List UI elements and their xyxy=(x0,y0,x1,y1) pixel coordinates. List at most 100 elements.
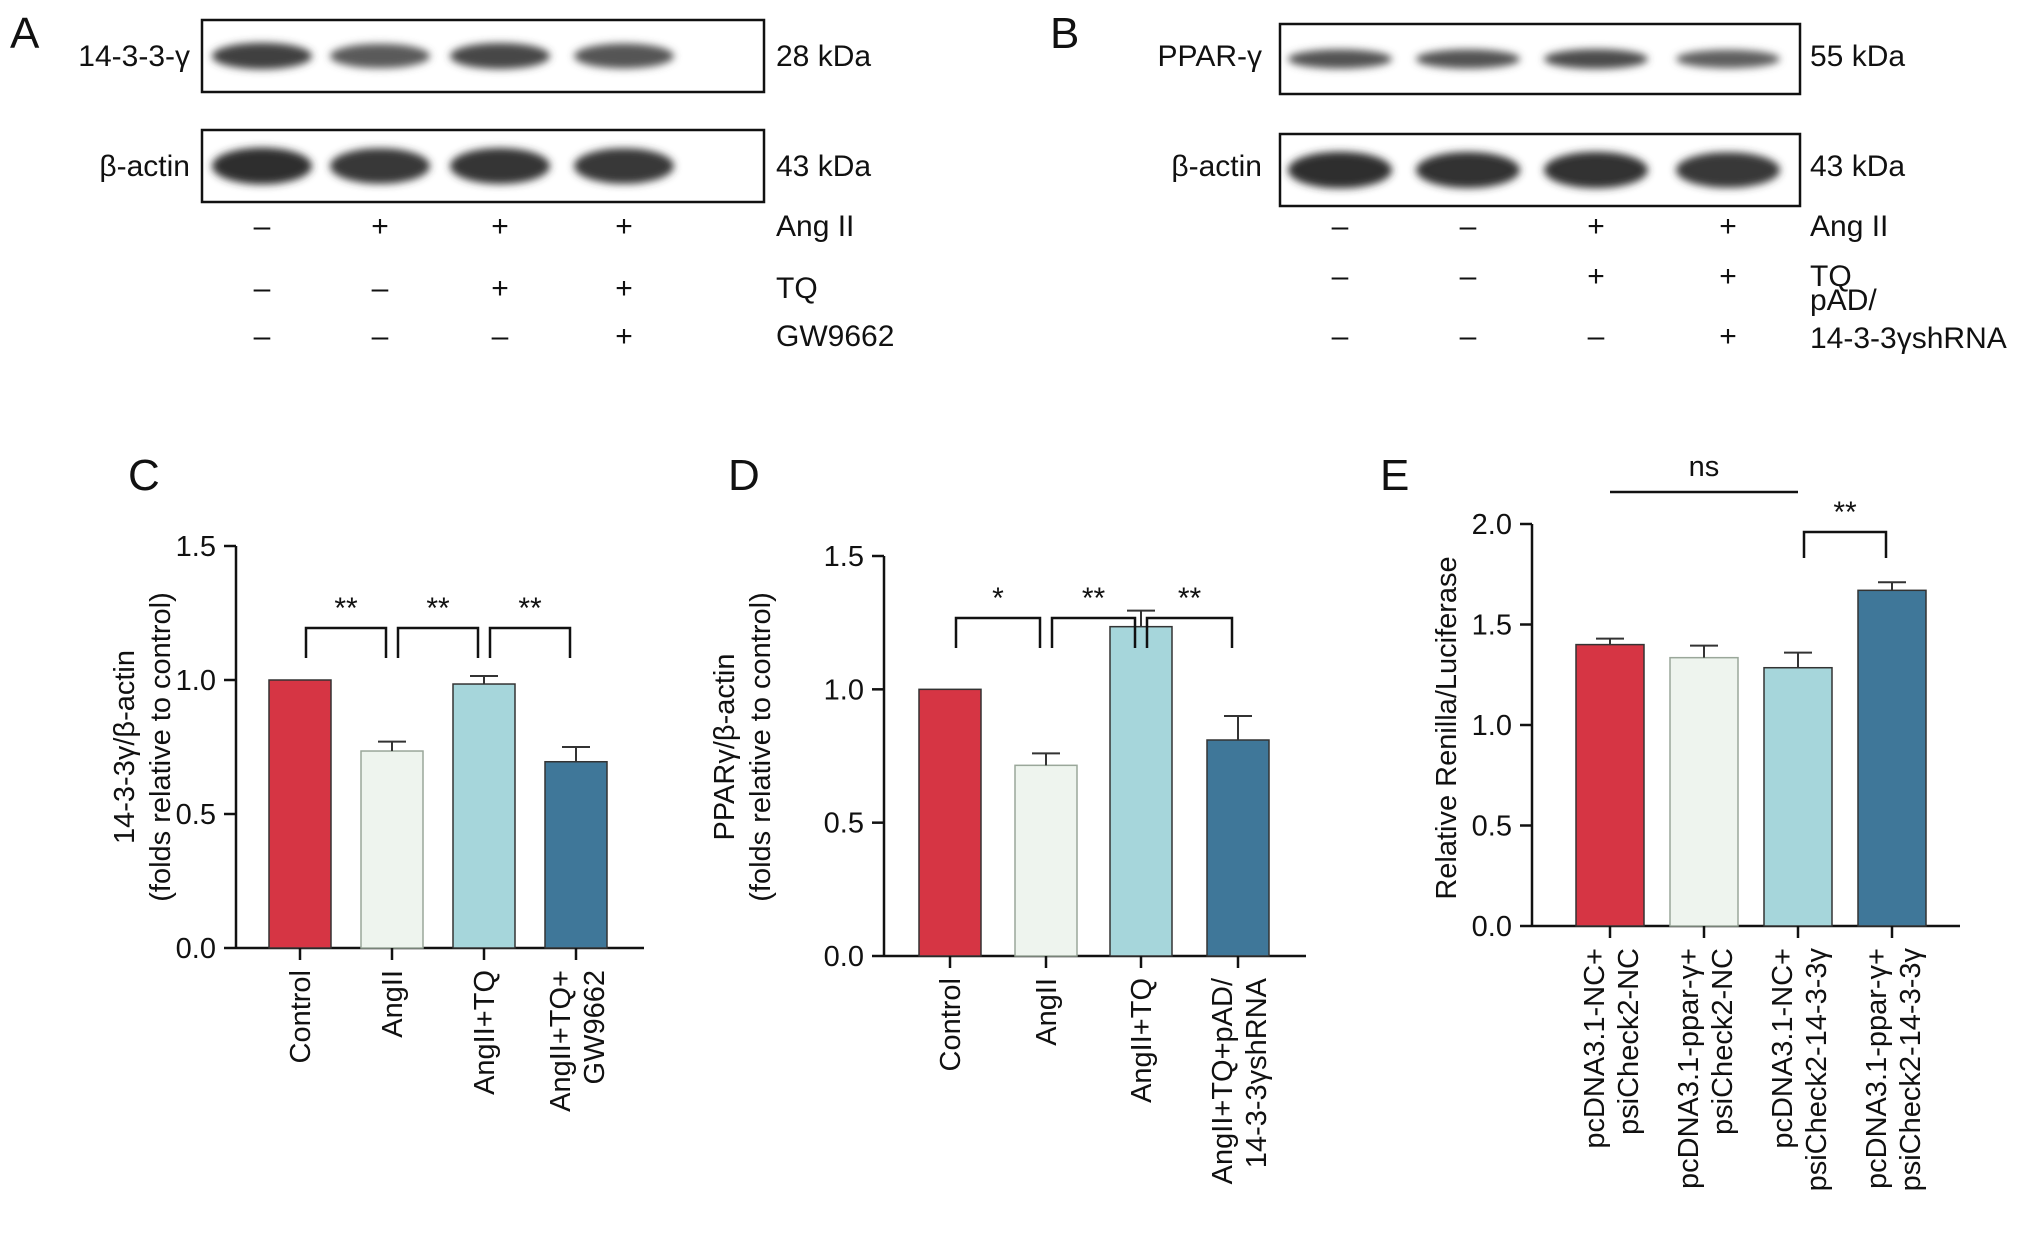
y-tick-label: 0.5 xyxy=(1472,811,1512,843)
y-tick-label: 0.0 xyxy=(824,941,864,973)
y-tick-label: 1.5 xyxy=(176,531,216,563)
bar xyxy=(1014,764,1078,957)
blot-band xyxy=(1544,151,1648,189)
x-tick-label: AngII xyxy=(1031,978,1063,1046)
blot-band xyxy=(1676,49,1780,69)
significance-bracket xyxy=(304,626,388,658)
x-tick-label: Control xyxy=(285,970,317,1064)
blot-band xyxy=(212,42,312,70)
bar xyxy=(1669,656,1739,927)
significance-label: ** xyxy=(518,592,542,625)
condition-label: TQ xyxy=(1810,260,1852,293)
bar-chart-c: C 0.0 0.5 1.0 1.5 14-3-3γ/β-actin (folds relat… xyxy=(109,451,644,1112)
bar xyxy=(918,688,982,957)
y-tick-label: 1.5 xyxy=(824,541,864,573)
significance-bracket xyxy=(1050,616,1137,648)
condition-sign: + xyxy=(1719,320,1737,353)
y-tick-label: 1.0 xyxy=(1472,710,1512,742)
condition-sign: + xyxy=(1587,210,1605,243)
blot-mw-a-row1: 28 kDa xyxy=(776,40,871,73)
bar xyxy=(1109,625,1173,957)
significance-bracket xyxy=(488,626,572,658)
condition-sign: – xyxy=(254,272,271,305)
bar xyxy=(360,750,424,949)
condition-sign: – xyxy=(1460,260,1477,293)
significance-label: ** xyxy=(334,592,358,625)
condition-sign: – xyxy=(1588,320,1605,353)
bar xyxy=(1857,589,1927,927)
x-tick-label: pcDNA3.1-NC+psiCheck2-NC xyxy=(1579,948,1645,1149)
blot-band xyxy=(1416,49,1520,69)
blot-band xyxy=(574,148,674,184)
blot-band xyxy=(1676,152,1780,188)
x-tick-label: AngII+TQ+pAD/14-3-3γshRNA xyxy=(1207,977,1273,1184)
condition-sign: – xyxy=(1332,210,1349,243)
condition-sign: – xyxy=(492,320,509,353)
condition-sign: + xyxy=(1587,260,1605,293)
condition-sign: + xyxy=(371,210,389,243)
panel-letter-a: A xyxy=(10,9,40,58)
significance-label: ** xyxy=(1178,582,1202,615)
blot-label-b-row1: PPAR-γ xyxy=(1158,40,1262,73)
blot-band xyxy=(1288,151,1392,189)
condition-sign: – xyxy=(372,272,389,305)
bar xyxy=(1575,643,1645,927)
panel-letter: D xyxy=(728,451,760,500)
y-tick-label: 0.5 xyxy=(824,808,864,840)
bar xyxy=(268,679,332,949)
x-tick-label: pcDNA3.1-ppar-γ+psiCheck2-14-3-3γ xyxy=(1861,948,1927,1192)
y-tick-label: 1.0 xyxy=(176,665,216,697)
significance-bracket xyxy=(954,616,1042,648)
blot-band xyxy=(574,43,674,69)
condition-label: GW9662 xyxy=(776,320,894,353)
x-tick-label: AngII xyxy=(377,970,409,1038)
x-tick-label: AngII+TQ+GW9662 xyxy=(545,970,611,1112)
x-tick-label: Control xyxy=(935,978,967,1072)
bar xyxy=(544,760,608,949)
condition-sign: – xyxy=(1460,320,1477,353)
y-tick-label: 1.5 xyxy=(1472,610,1512,642)
condition-sign: – xyxy=(1460,210,1477,243)
blot-band xyxy=(330,148,430,184)
condition-sign: – xyxy=(1332,320,1349,353)
blot-band xyxy=(212,147,312,185)
panel-letter-b: B xyxy=(1050,9,1079,58)
significance-bracket xyxy=(1802,530,1888,558)
panel-letter: C xyxy=(128,451,160,500)
blot-label-b-row2: β-actin xyxy=(1171,150,1262,183)
condition-sign: + xyxy=(615,272,633,305)
significance-label: ** xyxy=(426,592,450,625)
x-tick-label: pcDNA3.1-NC+psiCheck2-14-3-3γ xyxy=(1767,948,1833,1192)
y-tick-label: 0.5 xyxy=(176,799,216,831)
y-tick-label: 2.0 xyxy=(1472,509,1512,541)
blot-band xyxy=(450,42,550,70)
y-tick-label: 0.0 xyxy=(176,933,216,965)
y-axis-label: PPARγ/β-actin (folds relative to control) xyxy=(709,592,777,901)
x-tick-label: AngII+TQ xyxy=(1126,978,1158,1103)
condition-sign: + xyxy=(1719,260,1737,293)
condition-label: pAD/14-3-3γshRNA xyxy=(1810,284,2007,355)
bar-chart-d: D 0.0 0.5 1.0 1.5 PPARγ/β-actin (folds relativ… xyxy=(709,451,1306,1184)
condition-label: Ang II xyxy=(1810,210,1888,243)
condition-sign: + xyxy=(491,210,509,243)
y-axis-label: Relative Renilla/Luciferase xyxy=(1431,556,1463,899)
x-tick-label: AngII+TQ xyxy=(469,970,501,1095)
blot-band xyxy=(1288,49,1392,69)
blot-band xyxy=(330,43,430,69)
blot-label-a-row2: β-actin xyxy=(99,150,190,183)
y-tick-label: 1.0 xyxy=(824,674,864,706)
blot-band xyxy=(450,148,550,184)
blot-band xyxy=(1416,151,1520,189)
y-tick-label: 0.0 xyxy=(1472,911,1512,943)
bar-chart-e: E 0.0 0.5 1.0 1.5 2.0 Relative Renilla/Lucifer… xyxy=(1380,451,1960,1191)
condition-sign: + xyxy=(615,320,633,353)
bar xyxy=(1763,666,1833,927)
significance-label: ** xyxy=(1082,582,1106,615)
condition-sign: + xyxy=(1719,210,1737,243)
significance-label: ** xyxy=(1833,496,1857,529)
condition-sign: – xyxy=(254,210,271,243)
blot-panel-b: B PPAR-γ β-actin 55 kDa 43 kDa – – + + Ang I… xyxy=(1050,9,2007,355)
blot-mw-a-row2: 43 kDa xyxy=(776,150,871,183)
blot-mw-b-row1: 55 kDa xyxy=(1810,40,1905,73)
bar xyxy=(452,683,516,949)
